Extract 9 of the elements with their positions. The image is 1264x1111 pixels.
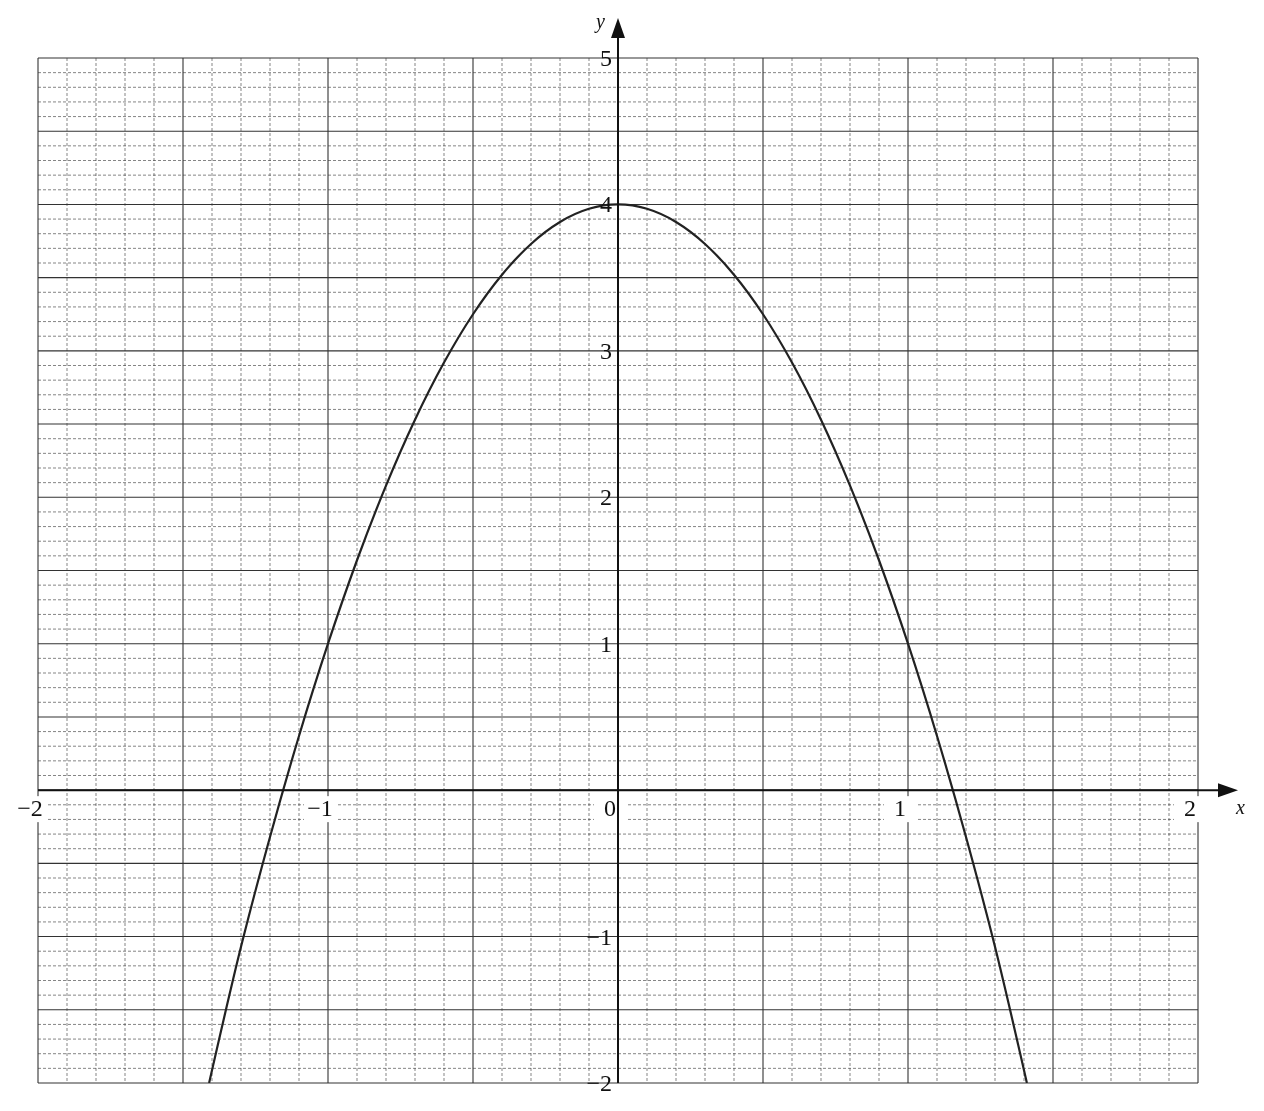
x-tick-label: 1 <box>894 795 906 822</box>
y-axis-title: y <box>594 10 605 33</box>
x-axis-title: x <box>1235 796 1245 819</box>
y-tick-label: 5 <box>600 45 612 71</box>
x-tick-label: −1 <box>307 795 333 822</box>
x-tick-label: 2 <box>1184 795 1196 822</box>
x-tick-label: 0 <box>604 795 616 822</box>
y-tick-label: −2 <box>586 1070 612 1096</box>
x-tick-label: −2 <box>17 795 43 822</box>
